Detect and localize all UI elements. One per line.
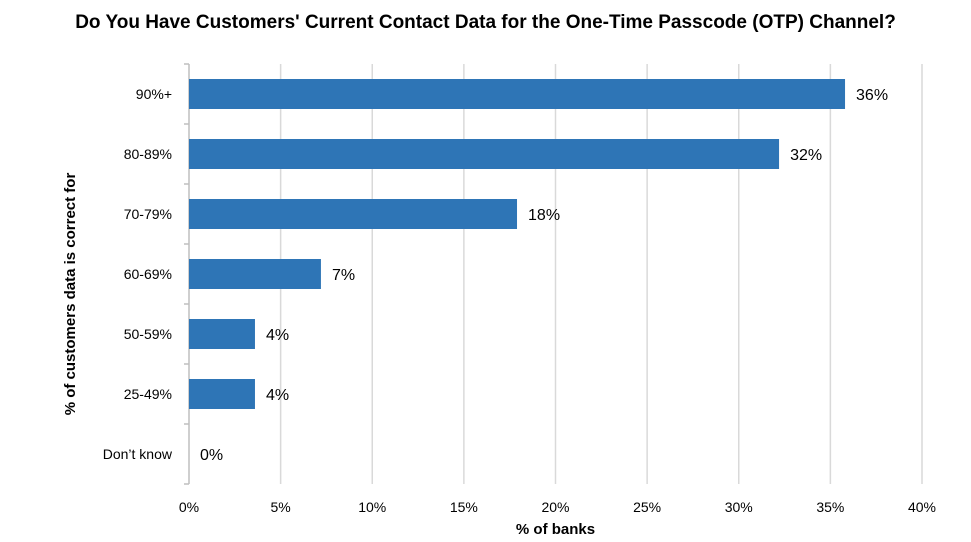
category-labels: 90%+ 80-89% 70-79% 60-69% 50-59% 25-49% Don’t … (103, 86, 173, 462)
bar (189, 379, 255, 409)
x-tick-label: 15% (450, 499, 478, 515)
x-tick-label: 20% (541, 499, 569, 515)
category-label: 80-89% (124, 146, 172, 162)
data-label: 32% (790, 147, 822, 164)
x-axis-title: % of banks (516, 521, 595, 538)
category-label: 60-69% (124, 266, 172, 282)
x-tick-label: 35% (816, 499, 844, 515)
data-labels: 36% 32% 18% 7% 4% 4% 0% (200, 87, 888, 464)
x-tick-label: 5% (271, 499, 291, 515)
category-label: 90%+ (136, 86, 172, 102)
bar (189, 319, 255, 349)
data-label: 36% (856, 87, 888, 104)
bar (189, 259, 321, 289)
x-tick-label: 30% (725, 499, 753, 515)
bar (189, 199, 518, 229)
data-label: 4% (266, 387, 289, 404)
data-label: 0% (200, 447, 223, 464)
gridlines (279, 64, 923, 484)
category-label: Don’t know (103, 446, 173, 462)
y-axis (184, 63, 190, 485)
x-tick-label: 0% (179, 499, 199, 515)
y-axis-title: % of customers data is correct for (62, 173, 79, 416)
bar (189, 139, 780, 169)
chart-title: Do You Have Customers' Current Contact D… (75, 12, 896, 33)
x-tick-labels: 0% 5% 10% 15% 20% 25% 30% 35% 40% (179, 499, 936, 515)
data-label: 18% (528, 207, 560, 224)
x-tick-label: 10% (358, 499, 386, 515)
data-label: 7% (332, 267, 355, 284)
bar (189, 79, 846, 109)
x-tick-label: 25% (633, 499, 661, 515)
category-label: 70-79% (124, 206, 172, 222)
data-label: 4% (266, 327, 289, 344)
x-tick-label: 40% (908, 499, 936, 515)
category-label: 50-59% (124, 326, 172, 342)
bars (189, 79, 846, 409)
category-label: 25-49% (124, 386, 172, 402)
